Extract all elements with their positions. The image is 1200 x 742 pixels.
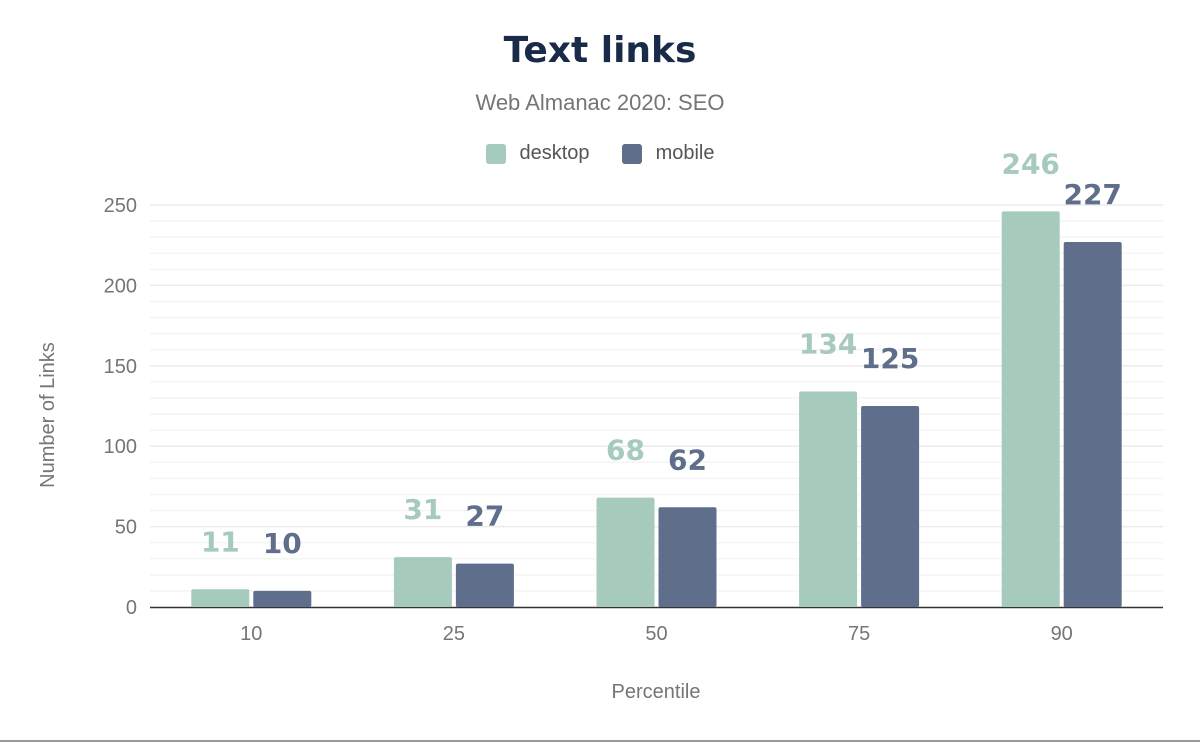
y-tick-label: 0 — [126, 597, 137, 619]
x-tick-label: 50 — [645, 623, 667, 645]
data-label-desktop: 246 — [1001, 147, 1059, 180]
legend-label-desktop: desktop — [519, 142, 590, 164]
legend-item-desktop[interactable]: desktop — [485, 142, 590, 165]
bar-mobile — [861, 406, 920, 607]
y-tick-label: 100 — [104, 436, 137, 458]
bar-mobile — [455, 563, 514, 607]
data-label-mobile: 62 — [668, 443, 707, 476]
y-tick-label: 150 — [104, 356, 137, 378]
bar-mobile — [253, 590, 312, 607]
y-tick-label: 200 — [104, 275, 137, 297]
y-tick-label: 50 — [115, 517, 137, 539]
data-label-desktop: 11 — [201, 525, 240, 558]
bar-desktop — [1001, 211, 1060, 607]
bottom-rule — [0, 740, 1200, 742]
data-label-desktop: 31 — [403, 493, 442, 526]
data-label-desktop: 68 — [606, 434, 645, 467]
legend-item-mobile[interactable]: mobile — [621, 142, 715, 165]
bar-desktop — [191, 589, 250, 607]
bar-desktop — [596, 497, 655, 607]
x-tick-label: 25 — [443, 623, 465, 645]
legend: desktop mobile — [0, 142, 1200, 165]
bar-mobile — [658, 507, 717, 607]
bar-desktop — [799, 391, 858, 607]
data-label-mobile: 27 — [465, 500, 504, 533]
legend-swatch-desktop — [485, 143, 506, 164]
bar-mobile — [1063, 241, 1122, 607]
data-label-mobile: 227 — [1063, 178, 1121, 211]
chart-title: Text links — [503, 30, 697, 71]
legend-label-mobile: mobile — [655, 142, 715, 164]
data-label-mobile: 125 — [861, 342, 919, 375]
data-label-desktop: 134 — [799, 328, 857, 361]
chart-subtitle: Web Almanac 2020: SEO — [475, 90, 725, 115]
data-label-mobile: 10 — [263, 527, 302, 560]
bar-desktop — [393, 557, 452, 607]
legend-swatch-mobile — [621, 143, 642, 164]
x-axis-label: Percentile — [612, 681, 701, 703]
x-tick-label: 75 — [848, 623, 870, 645]
y-axis-label: Number of Links — [37, 342, 59, 488]
x-tick-label: 90 — [1051, 623, 1073, 645]
y-tick-label: 250 — [104, 195, 137, 217]
x-tick-label: 10 — [240, 623, 262, 645]
